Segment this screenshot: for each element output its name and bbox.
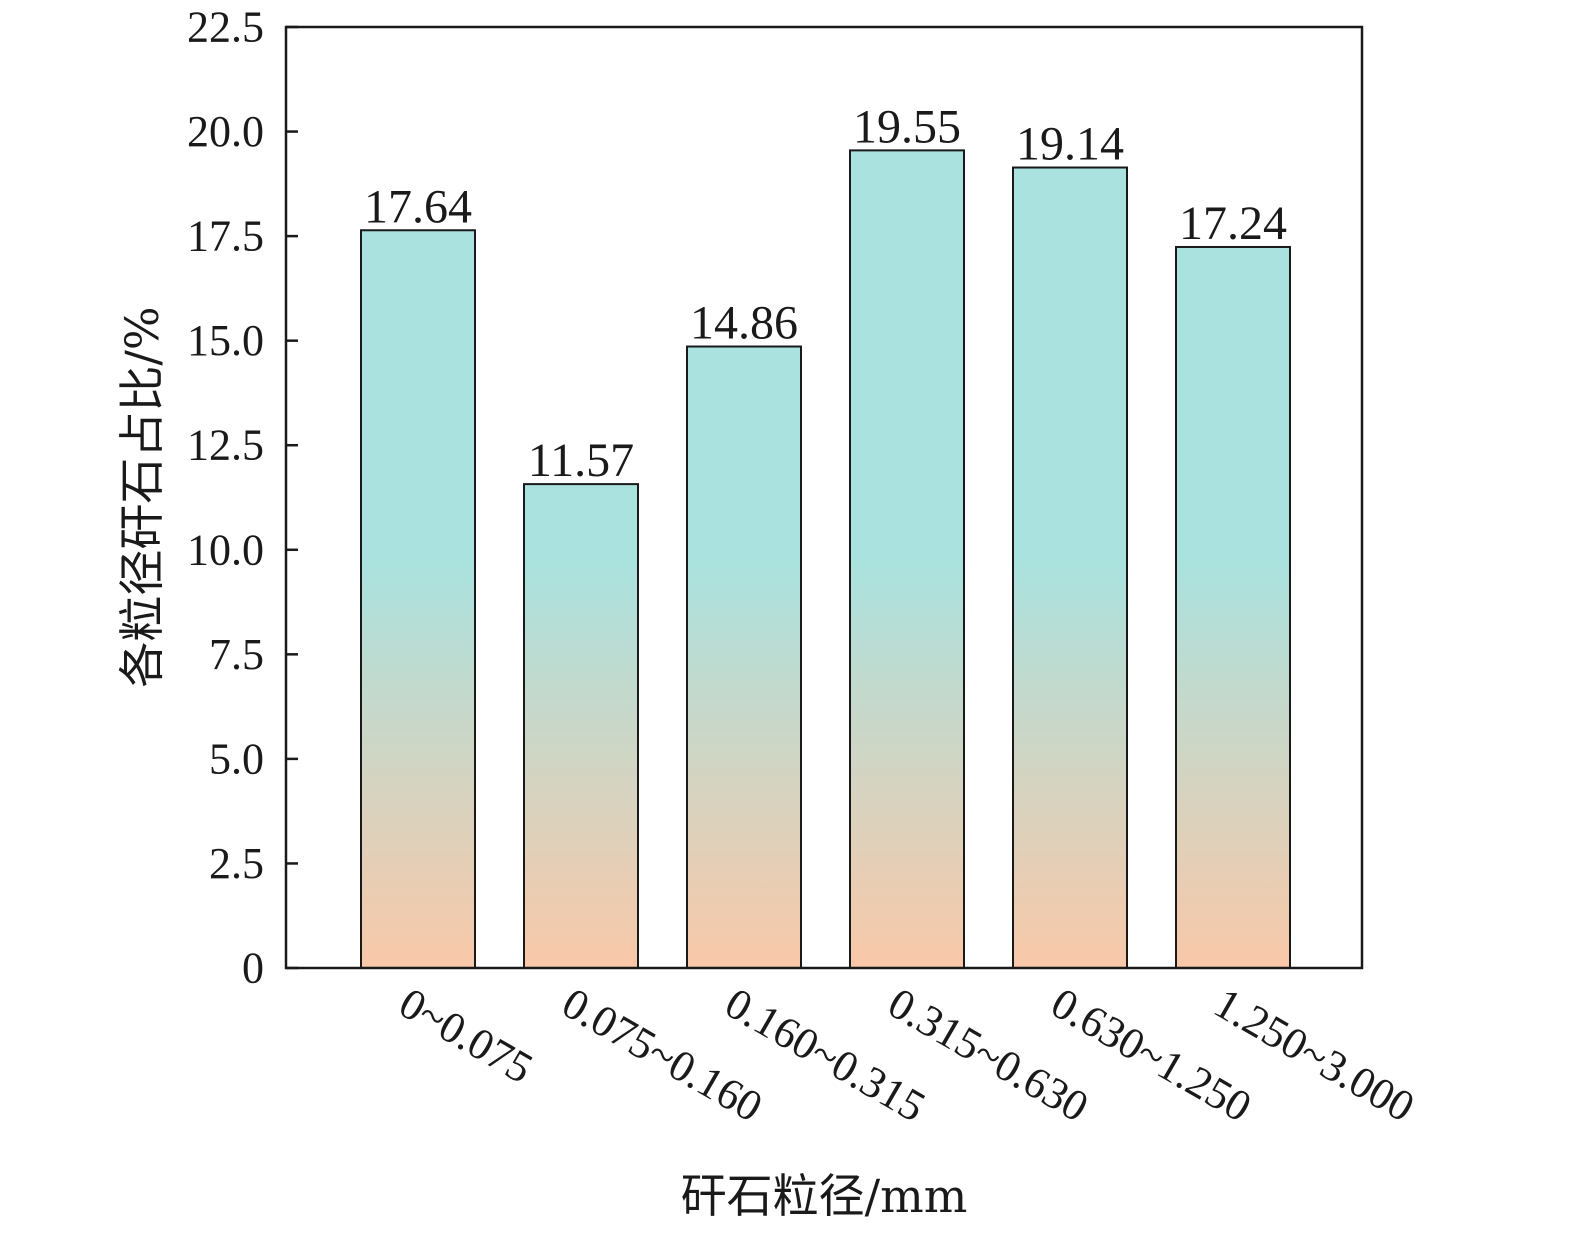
bar-value-label: 14.86 — [690, 297, 798, 350]
y-tick-label: 0 — [242, 944, 264, 993]
bar-value-label: 19.55 — [853, 100, 961, 153]
bar — [686, 345, 802, 969]
data-labels: 17.64 11.57 14.86 19.55 19.14 17.24 — [364, 100, 1287, 487]
y-tick-label: 17.5 — [187, 212, 264, 261]
bar — [360, 229, 476, 970]
x-axis-title: 矸石粒径/mm — [681, 1169, 968, 1223]
plot-frame — [284, 25, 1364, 970]
y-axis: 0 2.5 5.0 7.5 10.0 12.5 15.0 17.5 20.0 22.5 — [187, 3, 298, 993]
bars-layer — [360, 149, 1291, 970]
y-tick-label: 20.0 — [187, 107, 264, 156]
x-axis: 0~0.075 0.075~0.1600.160~0.3150.315~0.630… — [391, 978, 1423, 1131]
y-axis-title: 各粒径矸石占比/% — [115, 306, 169, 687]
y-tick-label: 7.5 — [209, 630, 264, 679]
y-tick-label: 2.5 — [209, 839, 264, 888]
y-tick-label: 15.0 — [187, 316, 264, 365]
bar-value-label: 17.24 — [1179, 197, 1287, 250]
bar — [1012, 166, 1128, 970]
y-tick-label: 22.5 — [187, 3, 264, 52]
bar-value-label: 17.64 — [364, 180, 472, 233]
y-tick-label: 5.0 — [209, 734, 264, 783]
y-tick-label: 10.0 — [187, 525, 264, 574]
bar-value-label: 11.57 — [528, 434, 634, 487]
bar — [523, 483, 639, 969]
x-tick-label: 0~0.075 — [391, 978, 541, 1093]
bar — [1175, 245, 1291, 970]
bar — [849, 149, 965, 969]
y-tick-label: 12.5 — [187, 421, 264, 470]
bar-value-label: 19.14 — [1016, 118, 1124, 171]
